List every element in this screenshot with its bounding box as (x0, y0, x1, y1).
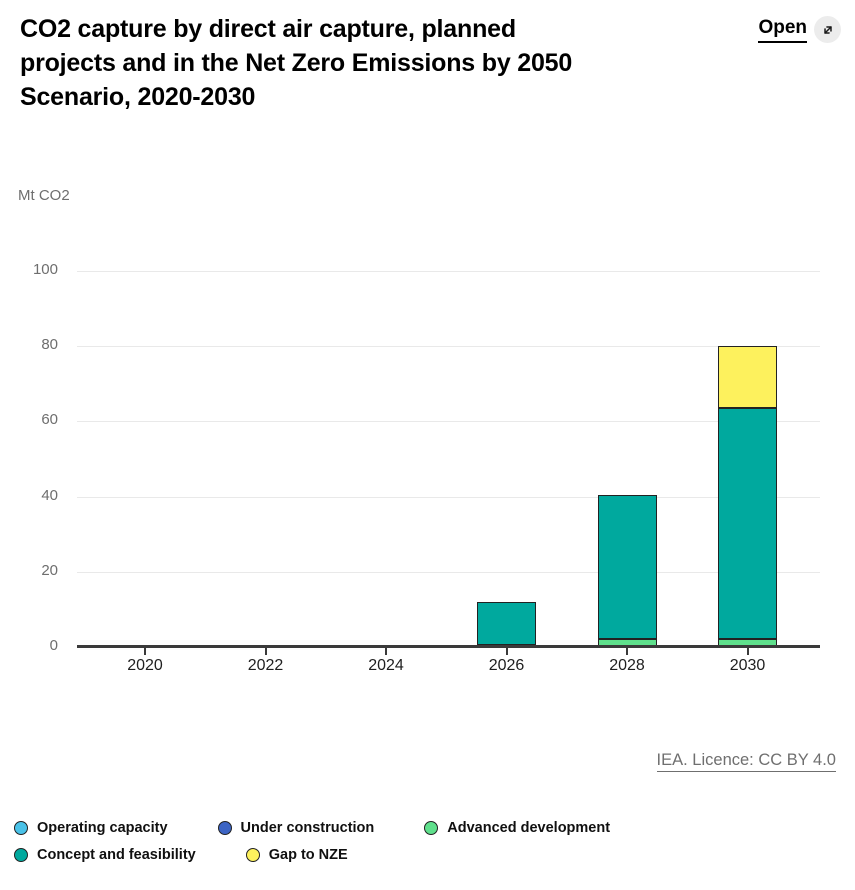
x-tick-label-2022: 2022 (247, 657, 284, 674)
legend-label: Under construction (240, 820, 375, 836)
bar-2030[interactable] (718, 346, 777, 647)
chart-title: CO2 capture by direct air capture, plann… (20, 12, 572, 114)
legend-item-gap-to-nze[interactable]: Gap to NZE (245, 847, 348, 863)
legend-swatch-icon (14, 848, 28, 862)
bar-2028[interactable] (597, 494, 657, 647)
x-tick-2026 (505, 648, 508, 655)
gridline-100 (77, 271, 820, 272)
legend-item-concept-and-feasibility[interactable]: Concept and feasibility (14, 847, 196, 863)
y-axis-unit-label: Mt CO2 (18, 187, 70, 204)
bar-segment-2030-advanced-development[interactable] (718, 639, 777, 647)
gridline-60 (77, 421, 820, 423)
open-link[interactable]: Open (758, 16, 841, 43)
x-tick-label-2030: 2030 (729, 657, 766, 674)
legend-item-advanced-development[interactable]: Advanced development (424, 820, 610, 836)
y-tick-label-20: 20 (41, 561, 58, 579)
gridline-40 (77, 496, 820, 498)
bar-segment-2026-concept-and-feasibility[interactable] (477, 601, 536, 646)
bar-segment-2028-advanced-development[interactable] (597, 639, 657, 647)
y-tick-label-80: 80 (41, 336, 58, 354)
bar-segment-2030-gap-to-nze[interactable] (718, 346, 777, 409)
legend-swatch-icon (217, 821, 232, 835)
legend-item-operating-capacity[interactable]: Operating capacity (14, 820, 168, 836)
open-link-label[interactable]: Open (758, 17, 807, 43)
legend-label: Operating capacity (37, 820, 168, 836)
bar-segment-2028-concept-and-feasibility[interactable] (597, 494, 657, 640)
x-tick-2020 (144, 648, 146, 655)
legend-swatch-icon (14, 821, 28, 835)
licence-link[interactable]: IEA. Licence: CC BY 4.0 (656, 751, 836, 772)
x-tick-label-2024: 2024 (368, 657, 404, 674)
y-tick-label-100: 100 (32, 261, 58, 278)
chart-title-line-2: projects and in the Net Zero Emissions b… (20, 49, 573, 77)
legend-label: Concept and feasibility (37, 847, 196, 863)
chart-title-line-1: CO2 capture by direct air capture, plann… (20, 15, 516, 43)
x-tick-2028 (626, 648, 628, 655)
legend-swatch-icon (245, 848, 260, 862)
x-tick-2022 (264, 648, 267, 655)
legend: Operating capacity Under construction Adva… (14, 820, 744, 863)
x-tick-label-2026: 2026 (488, 657, 525, 674)
bar-2026[interactable] (477, 601, 536, 647)
bar-segment-2030-concept-and-feasibility[interactable] (718, 408, 777, 640)
gridline-20 (77, 571, 820, 573)
y-tick-label-60: 60 (41, 411, 58, 429)
legend-label: Advanced development (447, 820, 611, 836)
x-tick-2030 (746, 648, 749, 655)
x-tick-label-2020: 2020 (127, 657, 163, 674)
gridline-80 (77, 346, 820, 348)
x-axis-line (77, 645, 820, 648)
x-tick-2024 (385, 648, 387, 655)
legend-label: Gap to NZE (268, 847, 348, 863)
y-tick-label-0: 0 (49, 637, 58, 654)
legend-swatch-icon (424, 821, 439, 835)
expand-icon[interactable] (814, 16, 841, 43)
y-tick-label-40: 40 (41, 486, 58, 504)
chart-title-line-3: Scenario, 2020-2030 (20, 83, 256, 111)
legend-item-under-construction[interactable]: Under construction (217, 820, 375, 836)
x-tick-label-2028: 2028 (609, 657, 645, 674)
bar-chart-plot-area: 2020 2022 2024 2026 2028 2030 (77, 271, 820, 674)
